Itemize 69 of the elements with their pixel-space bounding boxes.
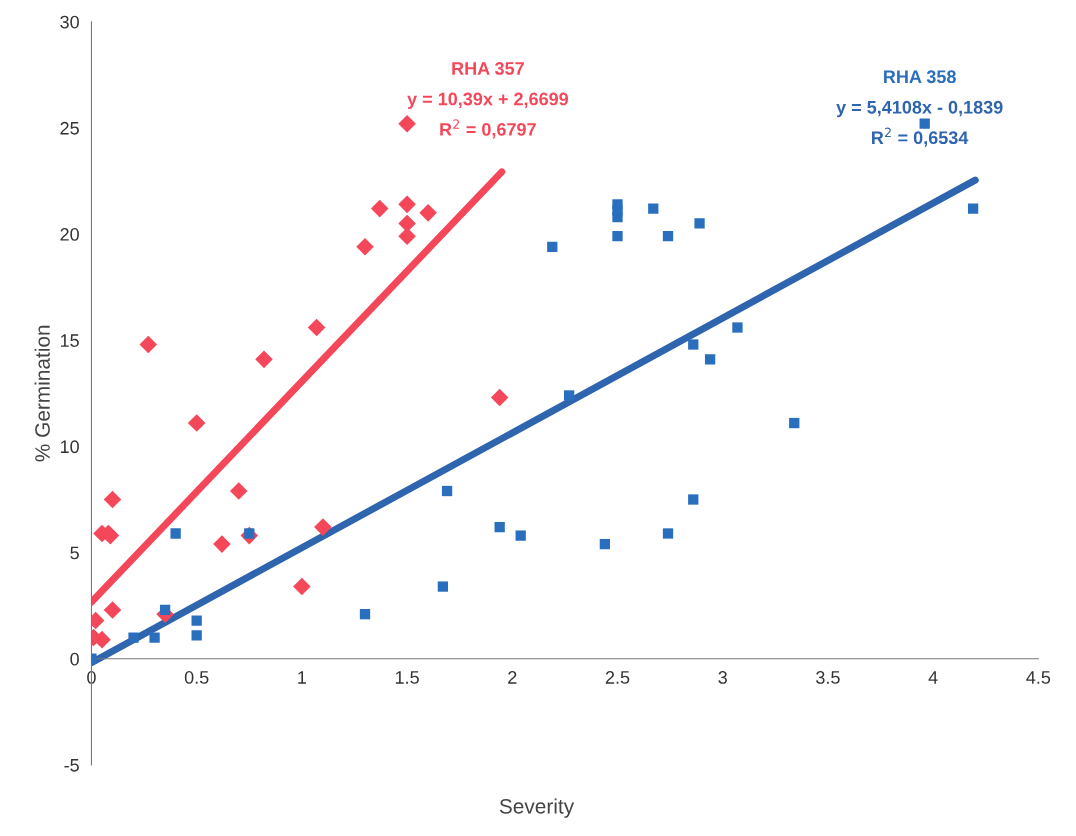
x-tick-label: 1.5 (395, 671, 419, 684)
point (967, 203, 979, 214)
point (191, 630, 202, 641)
annotation: y = 10,39x + 2,6699 (407, 92, 569, 109)
y-tick-label: 25 (60, 121, 79, 135)
point (307, 318, 326, 337)
y-axis-title: % Germination (34, 325, 50, 462)
point (128, 632, 139, 643)
point (732, 322, 743, 333)
point (494, 521, 505, 533)
point (398, 195, 416, 214)
point (648, 203, 659, 214)
point (103, 490, 122, 509)
point (170, 528, 181, 539)
y-tick-label: 30 (60, 15, 79, 29)
y-tick-label: -5 (64, 759, 79, 772)
point (563, 390, 575, 401)
point (919, 118, 930, 129)
x-tick-label: 4 (928, 671, 938, 684)
x-tick-label: 2 (508, 671, 517, 684)
point (419, 204, 437, 222)
y-tick-label: 20 (60, 228, 79, 241)
point (159, 604, 171, 616)
point (359, 609, 371, 620)
point (612, 211, 623, 223)
point (398, 114, 416, 133)
point (789, 417, 800, 429)
point (103, 601, 122, 619)
y-tick-label: 10 (60, 440, 79, 454)
text: RHA 358 (884, 70, 956, 84)
y-tick-label: 0 (70, 652, 79, 666)
point (612, 231, 623, 242)
point (139, 335, 158, 354)
point (191, 615, 202, 626)
point (694, 218, 705, 229)
x-tick-label: 1 (298, 671, 307, 684)
y-tick-label: 5 (70, 546, 79, 560)
x-tick-label: 3.5 (816, 671, 840, 684)
x-tick-label: 3 (718, 671, 727, 684)
point (149, 632, 160, 643)
point (662, 528, 674, 539)
point (314, 518, 332, 536)
y-tick-label: 15 (60, 334, 79, 347)
point (688, 494, 699, 505)
point (229, 482, 248, 500)
x-tick-label: 4.5 (1026, 671, 1051, 684)
point (213, 535, 231, 553)
annotation: R$^{2}$ = 0,6534 (872, 127, 969, 147)
point (370, 199, 389, 218)
point (441, 485, 453, 497)
point (437, 581, 449, 592)
point (293, 577, 311, 596)
point (515, 530, 526, 541)
point (662, 231, 674, 242)
x-tick-label: 2.5 (605, 671, 630, 684)
point (490, 388, 509, 407)
annotation: y = 5,4108x - 0,1839 (836, 100, 1003, 118)
x-axis-title: Severity (499, 798, 575, 818)
x-tick-label: 0.5 (184, 671, 209, 684)
point (398, 227, 416, 245)
text: RHA 357 (452, 62, 524, 75)
point (356, 238, 374, 256)
point (688, 339, 699, 350)
point (255, 350, 273, 369)
point (547, 241, 558, 252)
point (187, 414, 206, 432)
point (704, 354, 716, 365)
annotation: R$^{2}$ = 0,6797 (440, 119, 536, 139)
point (599, 538, 611, 550)
